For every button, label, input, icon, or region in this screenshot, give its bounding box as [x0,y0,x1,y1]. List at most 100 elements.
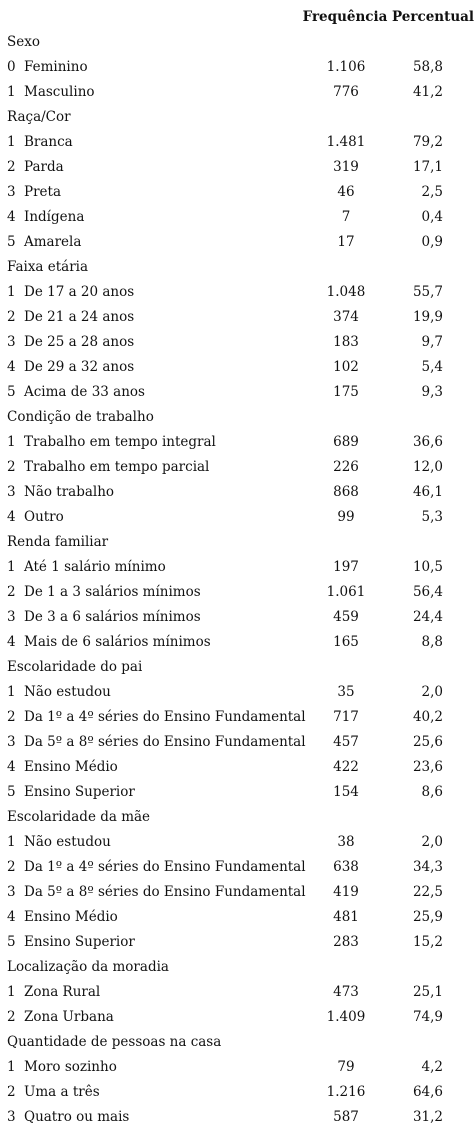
row-code: 0 [7,59,16,75]
row-code: 1 [7,84,16,100]
table-row: 2 Da 1º a 4º séries do Ensino Fundamental… [0,705,476,730]
row-frequency: 99 [337,509,355,525]
table-row: 2 De 1 a 3 salários mínimos 1.061 56,4 [0,580,476,605]
section-header-row: Escolaridade do pai [0,655,476,680]
row-percentage: 64,6 [412,1084,443,1100]
row-label: Da 5º a 8º séries do Ensino Fundamental [24,884,306,900]
column-header-frequency: Frequência [302,9,388,25]
section-title: Renda familiar [7,534,109,550]
row-code: 5 [7,934,16,950]
table-row: 3 De 25 a 28 anos 183 9,7 [0,330,476,355]
row-percentage: 19,9 [412,309,443,325]
row-percentage: 4,2 [421,1059,443,1075]
row-code: 4 [7,509,16,525]
row-label: De 17 a 20 anos [24,284,135,300]
row-percentage: 2,0 [421,684,443,700]
row-percentage: 9,3 [421,384,443,400]
row-label: Preta [24,184,61,200]
row-percentage: 36,6 [412,434,443,450]
row-percentage: 8,8 [421,634,443,650]
row-code: 5 [7,384,16,400]
row-code: 2 [7,159,16,175]
table-row: 5 Acima de 33 anos 175 9,3 [0,380,476,405]
table-row: 1 Masculino 776 41,2 [0,80,476,105]
row-code: 2 [7,859,16,875]
row-percentage: 58,8 [412,59,443,75]
row-frequency: 35 [337,684,355,700]
row-label: Feminino [24,59,88,75]
row-percentage: 5,3 [421,509,443,525]
row-label: Moro sozinho [24,1059,117,1075]
row-code: 2 [7,459,16,475]
section-title: Quantidade de pessoas na casa [7,1034,222,1050]
row-label: Zona Urbana [24,1009,114,1025]
row-code: 2 [7,584,16,600]
row-label: De 25 a 28 anos [24,334,135,350]
row-percentage: 12,0 [412,459,443,475]
row-label: Parda [24,159,64,175]
row-frequency: 1.106 [326,59,366,75]
row-frequency: 226 [333,459,359,475]
section-header-row: Localização da moradia [0,955,476,980]
row-code: 1 [7,434,16,450]
row-code: 3 [7,609,16,625]
row-frequency: 776 [333,84,359,100]
row-percentage: 8,6 [421,784,443,800]
row-label: De 1 a 3 salários mínimos [24,584,201,600]
section-title: Faixa etária [7,259,89,275]
row-percentage: 40,2 [412,709,443,725]
row-label: Não estudou [24,684,111,700]
row-code: 3 [7,334,16,350]
row-frequency: 587 [333,1109,359,1125]
table-row: 4 Outro 99 5,3 [0,505,476,530]
section-header-row: Quantidade de pessoas na casa [0,1030,476,1055]
row-frequency: 422 [333,759,359,775]
row-label: Branca [24,134,73,150]
row-percentage: 9,7 [421,334,443,350]
row-frequency: 175 [333,384,359,400]
row-percentage: 31,2 [412,1109,443,1125]
row-label: Até 1 salário mínimo [24,559,166,575]
row-code: 4 [7,759,16,775]
row-code: 3 [7,484,16,500]
row-label: Outro [24,509,64,525]
row-label: Quatro ou mais [24,1109,130,1125]
table-row: 1 Branca 1.481 79,2 [0,130,476,155]
row-label: Acima de 33 anos [24,384,145,400]
row-frequency: 1.048 [326,284,366,300]
row-frequency: 473 [333,984,359,1000]
table-row: 1 Até 1 salário mínimo 197 10,5 [0,555,476,580]
row-code: 2 [7,1084,16,1100]
row-percentage: 0,4 [421,209,443,225]
row-label: Ensino Superior [24,934,135,950]
table-row: 5 Ensino Superior 154 8,6 [0,780,476,805]
row-frequency: 102 [333,359,359,375]
row-label: Ensino Superior [24,784,135,800]
row-code: 3 [7,734,16,750]
row-code: 1 [7,559,16,575]
table-row: 2 Uma a três 1.216 64,6 [0,1080,476,1105]
row-percentage: 56,4 [412,584,443,600]
table-header: Frequência Percentual [0,5,476,30]
row-label: De 3 a 6 salários mínimos [24,609,201,625]
row-label: Trabalho em tempo parcial [24,459,210,475]
row-frequency: 38 [337,834,355,850]
row-percentage: 34,3 [412,859,443,875]
section-header-row: Condição de trabalho [0,405,476,430]
table-row: 1 Moro sozinho 79 4,2 [0,1055,476,1080]
row-frequency: 419 [333,884,359,900]
row-label: Trabalho em tempo integral [24,434,216,450]
row-frequency: 717 [333,709,359,725]
table-row: 3 Preta 46 2,5 [0,180,476,205]
row-label: Indígena [24,209,85,225]
section-header-row: Sexo [0,30,476,55]
table-row: 3 De 3 a 6 salários mínimos 459 24,4 [0,605,476,630]
row-frequency: 457 [333,734,359,750]
table-row: 3 Da 5º a 8º séries do Ensino Fundamental… [0,880,476,905]
table-row: 4 Mais de 6 salários mínimos 165 8,8 [0,630,476,655]
table-row: 5 Ensino Superior 283 15,2 [0,930,476,955]
section-header-row: Faixa etária [0,255,476,280]
row-frequency: 17 [337,234,355,250]
row-frequency: 154 [333,784,359,800]
row-frequency: 197 [333,559,359,575]
